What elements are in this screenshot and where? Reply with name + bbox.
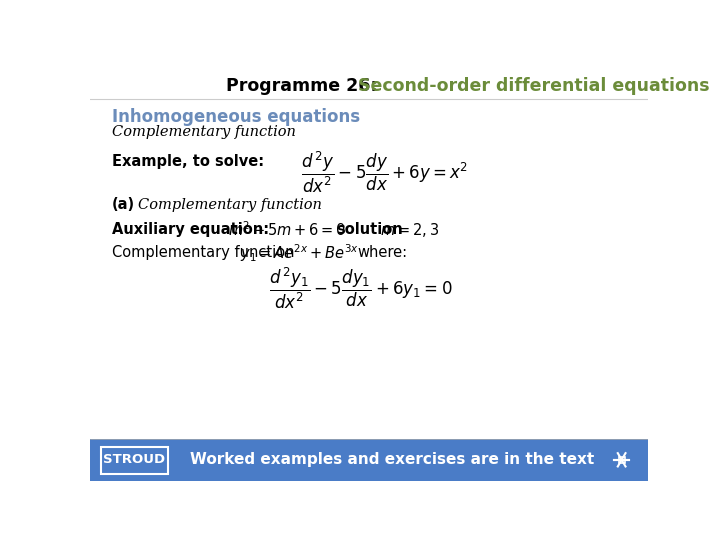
Text: $y_1 = Ae^{2x} + Be^{3x}$: $y_1 = Ae^{2x} + Be^{3x}$ <box>240 242 359 264</box>
Bar <box>101 448 168 474</box>
Text: Auxiliary equation:: Auxiliary equation: <box>112 222 274 237</box>
Text: (a): (a) <box>112 198 135 212</box>
Text: $m = 2, 3$: $m = 2, 3$ <box>380 220 439 239</box>
Text: Example, to solve:: Example, to solve: <box>112 153 264 168</box>
Text: Worked examples and exercises are in the text: Worked examples and exercises are in the… <box>190 453 595 467</box>
Text: $\dfrac{d^{\,2}y}{dx^2} - 5\dfrac{dy}{dx} + 6y = x^2$: $\dfrac{d^{\,2}y}{dx^2} - 5\dfrac{dy}{dx… <box>301 150 468 195</box>
Text: $m^2 - 5m + 6 = 0$: $m^2 - 5m + 6 = 0$ <box>228 220 346 239</box>
Bar <box>618 457 625 463</box>
Text: Inhomogeneous equations: Inhomogeneous equations <box>112 108 360 126</box>
Text: STROUD: STROUD <box>103 453 165 467</box>
Text: solution: solution <box>336 222 403 237</box>
Text: $\dfrac{d^{\,2}y_1}{dx^2} - 5\dfrac{dy_1}{dx} + 6y_1 = 0$: $\dfrac{d^{\,2}y_1}{dx^2} - 5\dfrac{dy_1… <box>269 265 453 311</box>
Text: where:: where: <box>357 245 408 260</box>
Bar <box>90 439 648 481</box>
Text: Complementary function: Complementary function <box>138 198 322 212</box>
Text: Second-order differential equations: Second-order differential equations <box>358 77 710 94</box>
Text: Complementary function: Complementary function <box>112 245 299 260</box>
Text: Complementary function: Complementary function <box>112 125 296 139</box>
Text: Programme 26:: Programme 26: <box>225 77 389 94</box>
